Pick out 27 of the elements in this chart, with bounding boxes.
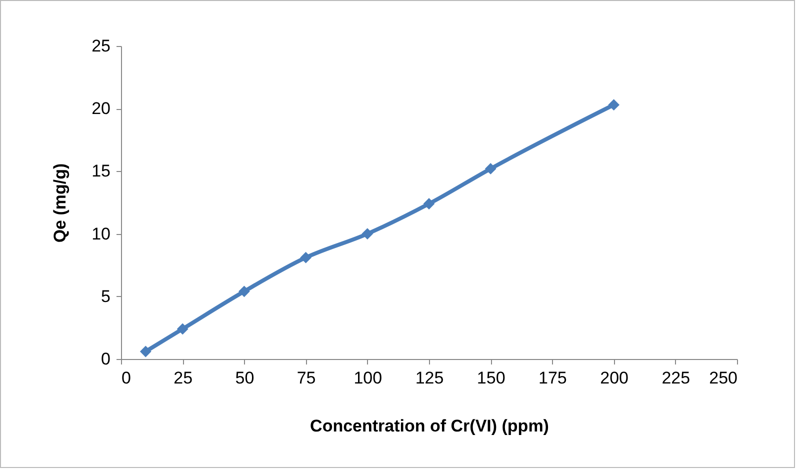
x-tick-label: 25 xyxy=(174,368,193,388)
point xyxy=(238,286,250,298)
x-tick-label: 200 xyxy=(600,368,628,388)
point xyxy=(423,198,435,210)
x-tick-label: 50 xyxy=(235,368,254,388)
x-tick-label: 0 xyxy=(122,368,131,388)
y-tick-label: 10 xyxy=(92,224,110,244)
x-tick-label: 225 xyxy=(662,368,690,388)
x-tick-label: 125 xyxy=(415,368,444,388)
y-tick-label: 0 xyxy=(101,350,110,368)
y-tick-label: 15 xyxy=(92,162,110,181)
point xyxy=(362,228,374,240)
point xyxy=(300,252,312,264)
y-tick-label: 25 xyxy=(92,36,110,56)
x-axis-title: Concentration of Cr(VI) (ppm) xyxy=(310,416,549,436)
point xyxy=(140,346,152,358)
x-tick-label: 150 xyxy=(476,368,506,388)
x-tick-label: 250 xyxy=(709,368,738,388)
point xyxy=(484,162,496,174)
y-tick-label: 5 xyxy=(101,286,110,306)
x-tick-label: 175 xyxy=(538,368,567,388)
x-tick-label: 100 xyxy=(354,368,382,388)
y-tick-label: 20 xyxy=(92,99,110,118)
y-axis-title: Qe (mg/g) xyxy=(50,163,70,243)
point xyxy=(608,99,620,111)
point xyxy=(176,323,188,335)
x-tick-label: 75 xyxy=(296,368,316,388)
